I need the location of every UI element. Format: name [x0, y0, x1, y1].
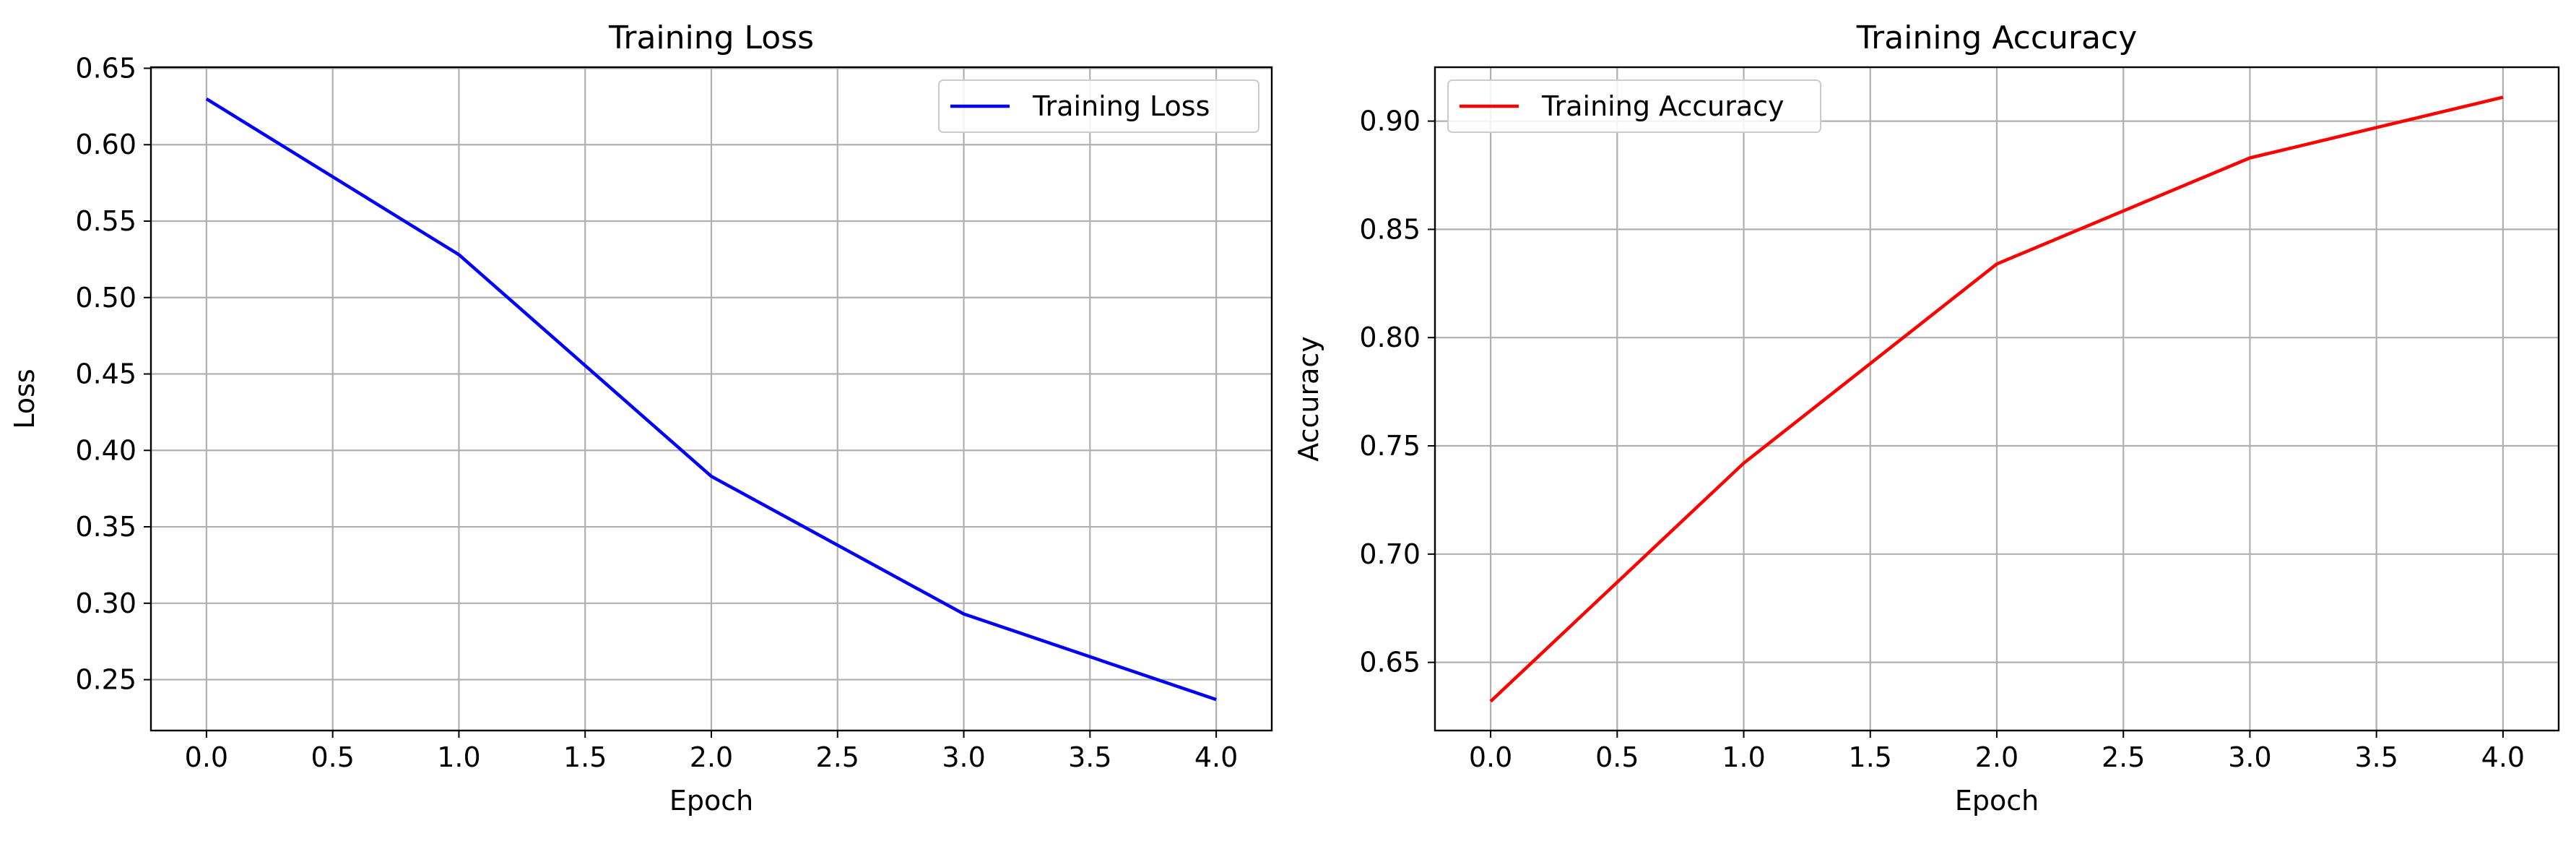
x-tick-label: 2.0 — [1975, 741, 2018, 773]
chart-title: Training Accuracy — [1856, 20, 2137, 56]
x-tick-label: 1.5 — [1849, 741, 1892, 773]
x-axis-label: Epoch — [669, 785, 753, 817]
x-tick-label: 3.0 — [942, 741, 985, 773]
legend-box — [938, 79, 1259, 133]
series-line-training-loss — [205, 97, 1217, 702]
x-axis-label: Epoch — [1955, 785, 2039, 817]
legend: Training Accuracy — [1447, 79, 1821, 133]
subplot-accuracy: 0.0 0.5 1.0 1.5 2.0 2.5 3.0 3.5 4.0 0.65 0.70 0.75 0… — [1293, 20, 2560, 817]
y-tick-label: 0.90 — [1359, 106, 1421, 137]
y-tick-label: 0.55 — [75, 205, 136, 237]
x-tick-label: 3.0 — [2228, 741, 2271, 773]
x-tick-label: 4.0 — [1194, 741, 1238, 773]
x-tick-label: 1.0 — [437, 741, 480, 773]
x-tick-label: 3.5 — [2354, 741, 2398, 773]
legend-box — [1447, 79, 1821, 133]
y-tick-label: 0.30 — [75, 587, 136, 619]
x-tick-label: 1.0 — [1722, 741, 1765, 773]
y-tick-label: 0.40 — [75, 434, 136, 466]
legend-label: Training Accuracy — [1541, 90, 1784, 122]
chart-title: Training Loss — [608, 20, 814, 56]
x-tick-label: 4.0 — [2481, 741, 2525, 773]
x-tick-label: 1.5 — [563, 741, 607, 773]
x-tick-label: 0.0 — [185, 741, 228, 773]
y-axis-label: Accuracy — [1293, 336, 1324, 462]
y-tick-label: 0.85 — [1359, 213, 1421, 245]
y-axis-label: Loss — [9, 369, 40, 429]
y-tick-label: 0.75 — [1359, 430, 1421, 462]
y-tick-label: 0.35 — [75, 511, 136, 543]
y-tick-label: 0.50 — [75, 282, 136, 314]
x-tick-label: 2.5 — [2102, 741, 2145, 773]
y-tick-label: 0.70 — [1359, 538, 1421, 570]
x-tick-label: 2.0 — [690, 741, 733, 773]
axes-frame — [149, 66, 1273, 732]
x-tick-label: 0.5 — [1595, 741, 1639, 773]
x-tick-label: 2.5 — [816, 741, 859, 773]
y-tick-label: 0.60 — [75, 129, 136, 160]
x-tick-label: 0.5 — [311, 741, 354, 773]
x-tick-label: 0.0 — [1469, 741, 1512, 773]
y-tick-label: 0.80 — [1359, 322, 1421, 353]
x-tick-label: 3.5 — [1068, 741, 1111, 773]
legend: Training Loss — [938, 79, 1259, 133]
y-tick-label: 0.65 — [75, 52, 136, 84]
axes-frame — [1434, 66, 2560, 732]
subplot-loss: 0.0 0.5 1.0 1.5 2.0 2.5 3.0 3.5 4.0 0.25 0.30 0.35 0… — [9, 20, 1273, 817]
legend-label: Training Loss — [1032, 90, 1210, 122]
series-line-training-accuracy — [1489, 95, 2504, 703]
y-tick-label: 0.25 — [75, 664, 136, 696]
y-tick-label: 0.45 — [75, 358, 136, 390]
y-tick-label: 0.65 — [1359, 647, 1421, 679]
